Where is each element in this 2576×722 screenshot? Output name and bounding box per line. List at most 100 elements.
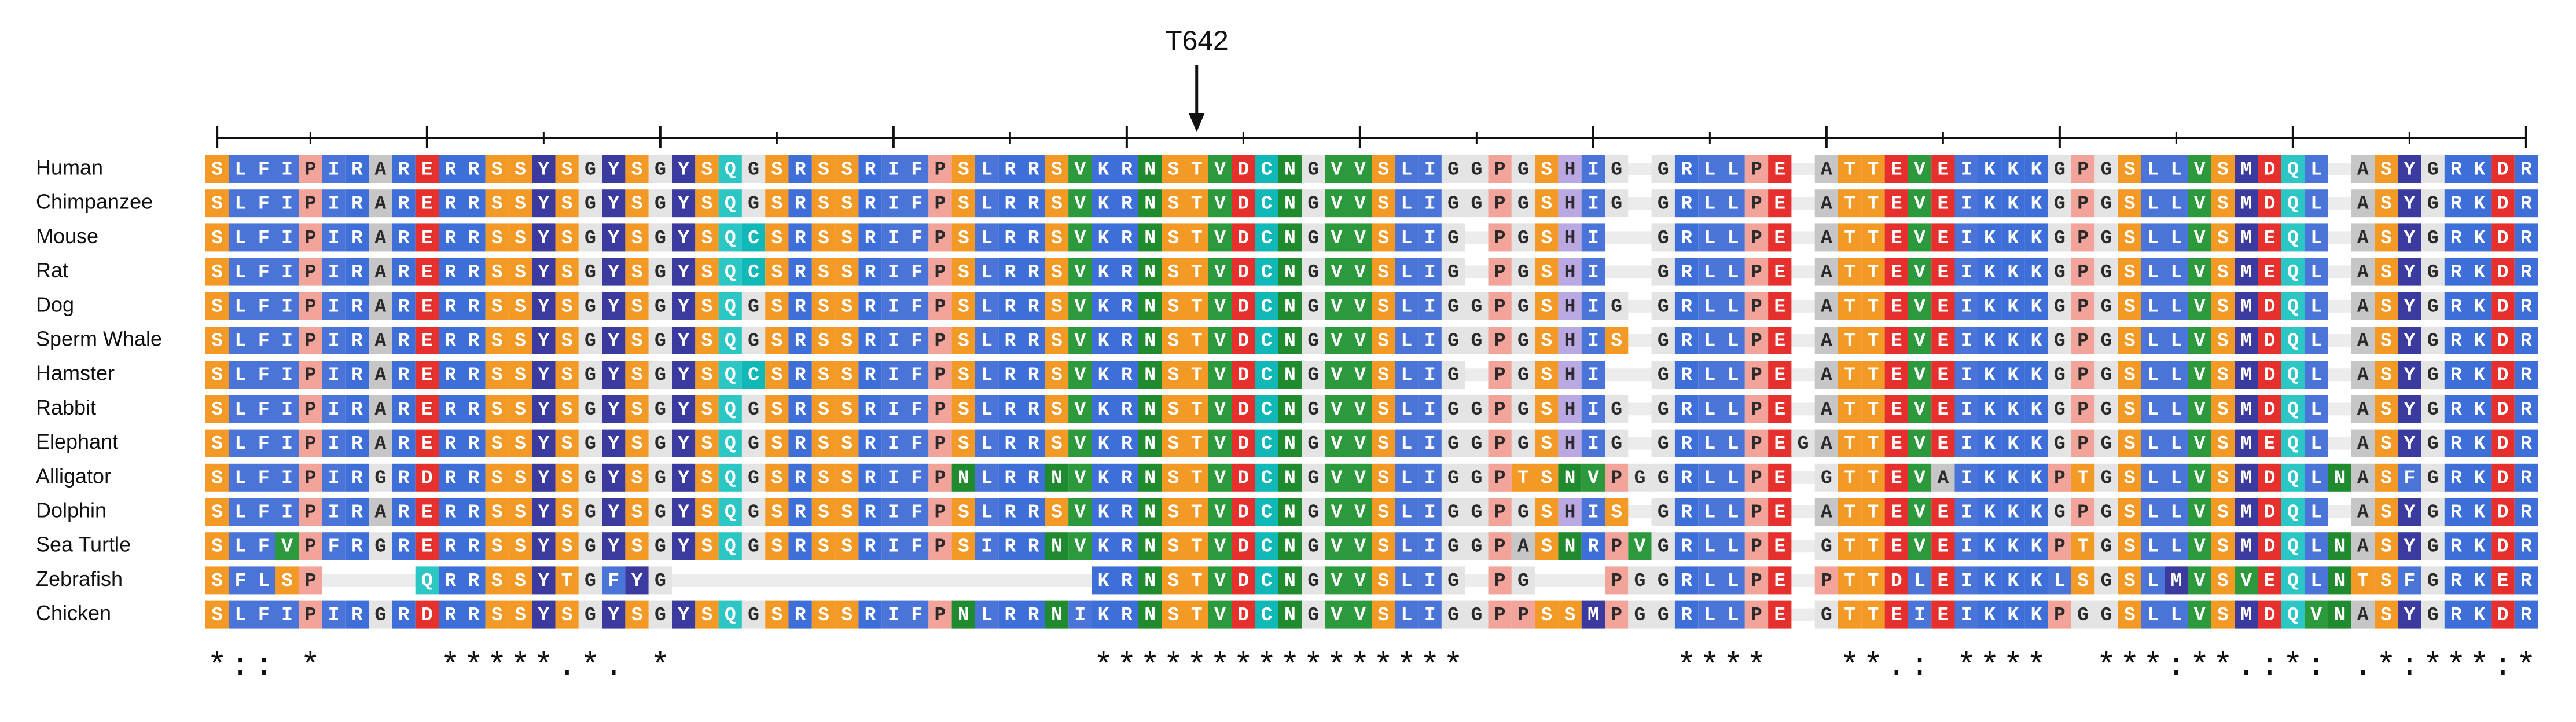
residue: S xyxy=(1051,193,1063,215)
residue-cell xyxy=(1511,155,1535,183)
residue-cell xyxy=(2188,155,2211,183)
residue: L xyxy=(2310,467,2322,489)
residue: G xyxy=(1517,159,1529,181)
residue: G xyxy=(1517,433,1529,455)
residue: I xyxy=(1961,159,1972,181)
residue-cell xyxy=(1348,155,1372,183)
residue: G xyxy=(1447,467,1459,489)
residue-cell xyxy=(625,189,649,218)
residue: L xyxy=(1728,536,1739,558)
residue: R xyxy=(1004,228,1016,249)
residue: Y xyxy=(678,193,689,215)
residue: L xyxy=(1728,399,1739,420)
conservation-symbol: * xyxy=(651,648,670,685)
residue: A xyxy=(2357,433,2369,455)
residue-cell xyxy=(205,223,229,252)
residue-cell xyxy=(532,155,556,183)
residue-cell xyxy=(695,155,719,183)
residue: H xyxy=(1564,331,1576,352)
residue: G xyxy=(1611,159,1622,181)
residue: R xyxy=(1121,399,1133,420)
residue: Y xyxy=(538,365,549,386)
residue: R xyxy=(795,159,806,181)
residue: R xyxy=(351,228,363,249)
residue: S xyxy=(561,536,573,558)
residue-cell xyxy=(1021,292,1045,320)
residue: S xyxy=(701,262,713,283)
residue: Y xyxy=(538,159,549,181)
residue: P xyxy=(1611,467,1622,489)
residue-cell xyxy=(345,223,369,252)
residue: H xyxy=(1564,193,1576,215)
residue-cell xyxy=(555,223,579,252)
residue: P xyxy=(1751,467,1762,489)
residue: S xyxy=(818,331,829,352)
residue: M xyxy=(2240,193,2252,215)
residue-cell xyxy=(2071,223,2095,252)
residue: N xyxy=(1144,331,1156,352)
residue: V xyxy=(2194,536,2206,558)
residue-cell xyxy=(1115,155,1138,183)
residue: E xyxy=(1774,331,1785,352)
residue: R xyxy=(444,399,456,420)
residue-cell xyxy=(275,155,299,183)
residue: G xyxy=(655,262,666,283)
residue: A xyxy=(2357,262,2369,283)
residue: Y xyxy=(678,604,689,626)
residue: T xyxy=(1844,228,1855,249)
residue: R xyxy=(1121,365,1133,386)
residue: S xyxy=(1051,399,1063,420)
residue: T xyxy=(1844,193,1855,215)
residue: T xyxy=(1868,262,1879,283)
residue-cell xyxy=(1348,292,1372,320)
residue: P xyxy=(935,228,946,249)
residue: R xyxy=(1028,536,1039,558)
residue: S xyxy=(771,228,782,249)
residue-cell xyxy=(1768,155,1792,183)
residue: S xyxy=(1168,604,1179,626)
residue: R xyxy=(351,365,363,386)
residue-cell xyxy=(2235,189,2258,218)
residue: I xyxy=(888,193,899,215)
species-name: Mouse xyxy=(36,224,98,248)
residue: R xyxy=(1028,228,1039,249)
residue: R xyxy=(1681,604,1692,626)
residue: V xyxy=(2194,399,2206,420)
residue: G xyxy=(1471,604,1482,626)
residue-cell xyxy=(1138,223,1162,252)
residue: T xyxy=(1868,331,1879,352)
residue: D xyxy=(1237,433,1249,455)
residue: A xyxy=(374,193,386,215)
residue: R xyxy=(2520,365,2532,386)
residue: Q xyxy=(725,296,736,317)
residue: P xyxy=(935,296,946,317)
residue: G xyxy=(655,159,666,181)
residue: T xyxy=(1191,365,1203,386)
residue: V xyxy=(1074,502,1086,523)
residue: S xyxy=(771,433,782,455)
residue: L xyxy=(1728,331,1739,352)
residue: V xyxy=(1214,365,1226,386)
residue: R xyxy=(865,502,876,523)
residue: Y xyxy=(608,433,619,455)
residue: S xyxy=(701,365,713,386)
residue: K xyxy=(1984,570,1996,592)
residue-cell xyxy=(415,189,439,218)
residue-cell xyxy=(2421,223,2445,252)
residue-cell xyxy=(299,258,322,286)
residue-cell xyxy=(2444,189,2468,218)
residue: K xyxy=(2031,399,2042,420)
residue: G xyxy=(1821,536,1832,558)
residue: N xyxy=(1284,433,1296,455)
residue: N xyxy=(1144,159,1156,181)
residue-cell xyxy=(602,258,626,286)
residue-cell xyxy=(648,189,672,218)
residue: S xyxy=(841,502,852,523)
residue: S xyxy=(1541,262,1552,283)
residue-cell xyxy=(1372,292,1395,320)
residue: S xyxy=(631,228,643,249)
residue: Y xyxy=(2404,262,2415,283)
residue: R xyxy=(1681,331,1692,352)
residue-cell xyxy=(2281,223,2305,252)
residue: S xyxy=(818,467,829,489)
